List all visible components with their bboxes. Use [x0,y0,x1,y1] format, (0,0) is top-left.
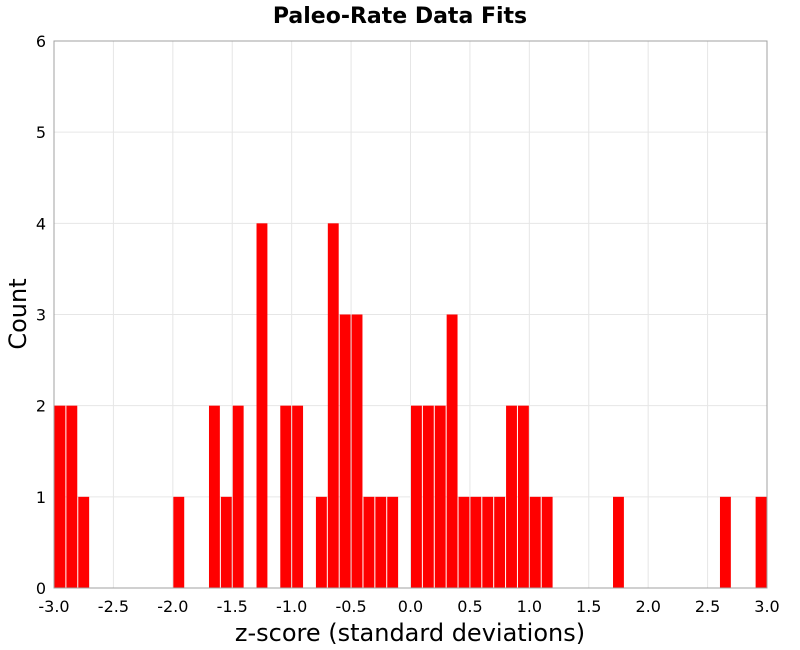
x-tick-label: 2.0 [635,597,660,616]
histogram-bar [494,496,506,588]
histogram-bar [506,405,517,588]
y-tick-label: 3 [36,306,46,325]
histogram-bar [351,314,363,588]
y-axis-ticks: 0 1 2 3 4 5 6 [36,32,46,598]
histogram-bar [256,223,268,589]
histogram-bar [755,496,767,588]
x-axis-ticks: -3.0 -2.5 -2.0 -1.5 -1.0 -0.5 0.0 0.5 1.0 1.5 2.0 2… [38,597,779,616]
x-tick-label: 1.0 [517,597,542,616]
grid-lines [53,40,768,589]
bars-group [54,223,767,589]
histogram-bar [280,405,292,588]
x-tick-label: -2.5 [98,597,129,616]
histogram-bar [327,223,339,589]
x-axis-label: z-score (standard deviations) [235,619,585,647]
histogram-bar [387,496,399,588]
histogram-bar [541,496,553,588]
histogram-bar [78,496,90,588]
x-tick-label: 2.5 [695,597,720,616]
chart-title: Paleo-Rate Data Fits [273,4,527,29]
histogram-bar [529,496,541,588]
x-tick-label: -1.0 [276,597,307,616]
histogram-bar [315,496,327,588]
x-tick-label: -2.0 [157,597,188,616]
y-tick-label: 4 [36,214,46,233]
histogram-bar [446,314,458,588]
histogram-bar [173,496,185,588]
x-tick-label: 0.5 [457,597,482,616]
histogram-bar [66,405,78,588]
x-tick-label: -0.5 [335,597,366,616]
histogram-bar [470,496,482,588]
y-tick-label: 5 [36,123,46,142]
x-tick-label: 1.5 [576,597,601,616]
plot-frame [53,40,768,589]
histogram-bar [292,405,304,588]
y-tick-label: 6 [36,32,46,51]
histogram-bar [54,405,66,588]
histogram-bar [339,314,351,588]
histogram-bar [482,496,494,588]
histogram-bar [363,496,375,588]
histogram-bar [613,496,624,588]
x-tick-label: 0.0 [398,597,423,616]
x-tick-label: -1.5 [217,597,248,616]
histogram-bar [411,405,422,588]
histogram-bar [719,496,731,588]
histogram-bar [434,405,446,588]
y-axis-label: Count [4,278,32,349]
histogram-bar [220,496,232,588]
histogram-bar [517,405,529,588]
x-tick-label: -3.0 [38,597,69,616]
y-tick-label: 1 [36,488,46,507]
histogram-bar [375,496,387,588]
histogram-bar [458,496,470,588]
x-tick-label: 3.0 [754,597,779,616]
y-tick-label: 0 [36,579,46,598]
histogram-bar [422,405,434,588]
y-tick-label: 2 [36,397,46,416]
histogram-bar [232,405,244,588]
histogram-bar [208,405,220,588]
